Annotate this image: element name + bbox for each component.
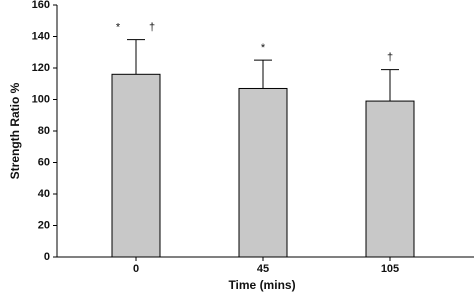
annotation: † xyxy=(149,22,155,34)
bar xyxy=(365,100,415,258)
x-axis-label: Time (mins) xyxy=(228,278,295,292)
y-tick-label: 120 xyxy=(32,62,50,74)
y-tick-label: 0 xyxy=(44,251,50,263)
x-tick-label: 45 xyxy=(257,263,269,275)
y-tick-label: 60 xyxy=(38,156,50,168)
y-tick-label: 40 xyxy=(38,188,50,200)
bar xyxy=(111,73,161,258)
x-tick-label: 105 xyxy=(381,263,399,275)
annotation: * xyxy=(116,22,121,34)
x-tick-label: 0 xyxy=(133,263,139,275)
y-tick-label: 140 xyxy=(32,30,50,42)
y-tick-label: 20 xyxy=(38,219,50,231)
y-tick-label: 100 xyxy=(32,93,50,105)
y-axis-label: Strength Ratio % xyxy=(8,82,22,179)
y-tick-label: 160 xyxy=(32,0,50,11)
annotation: † xyxy=(387,51,393,63)
annotation: * xyxy=(261,42,266,54)
y-tick-label: 80 xyxy=(38,125,50,137)
bar xyxy=(238,87,288,258)
